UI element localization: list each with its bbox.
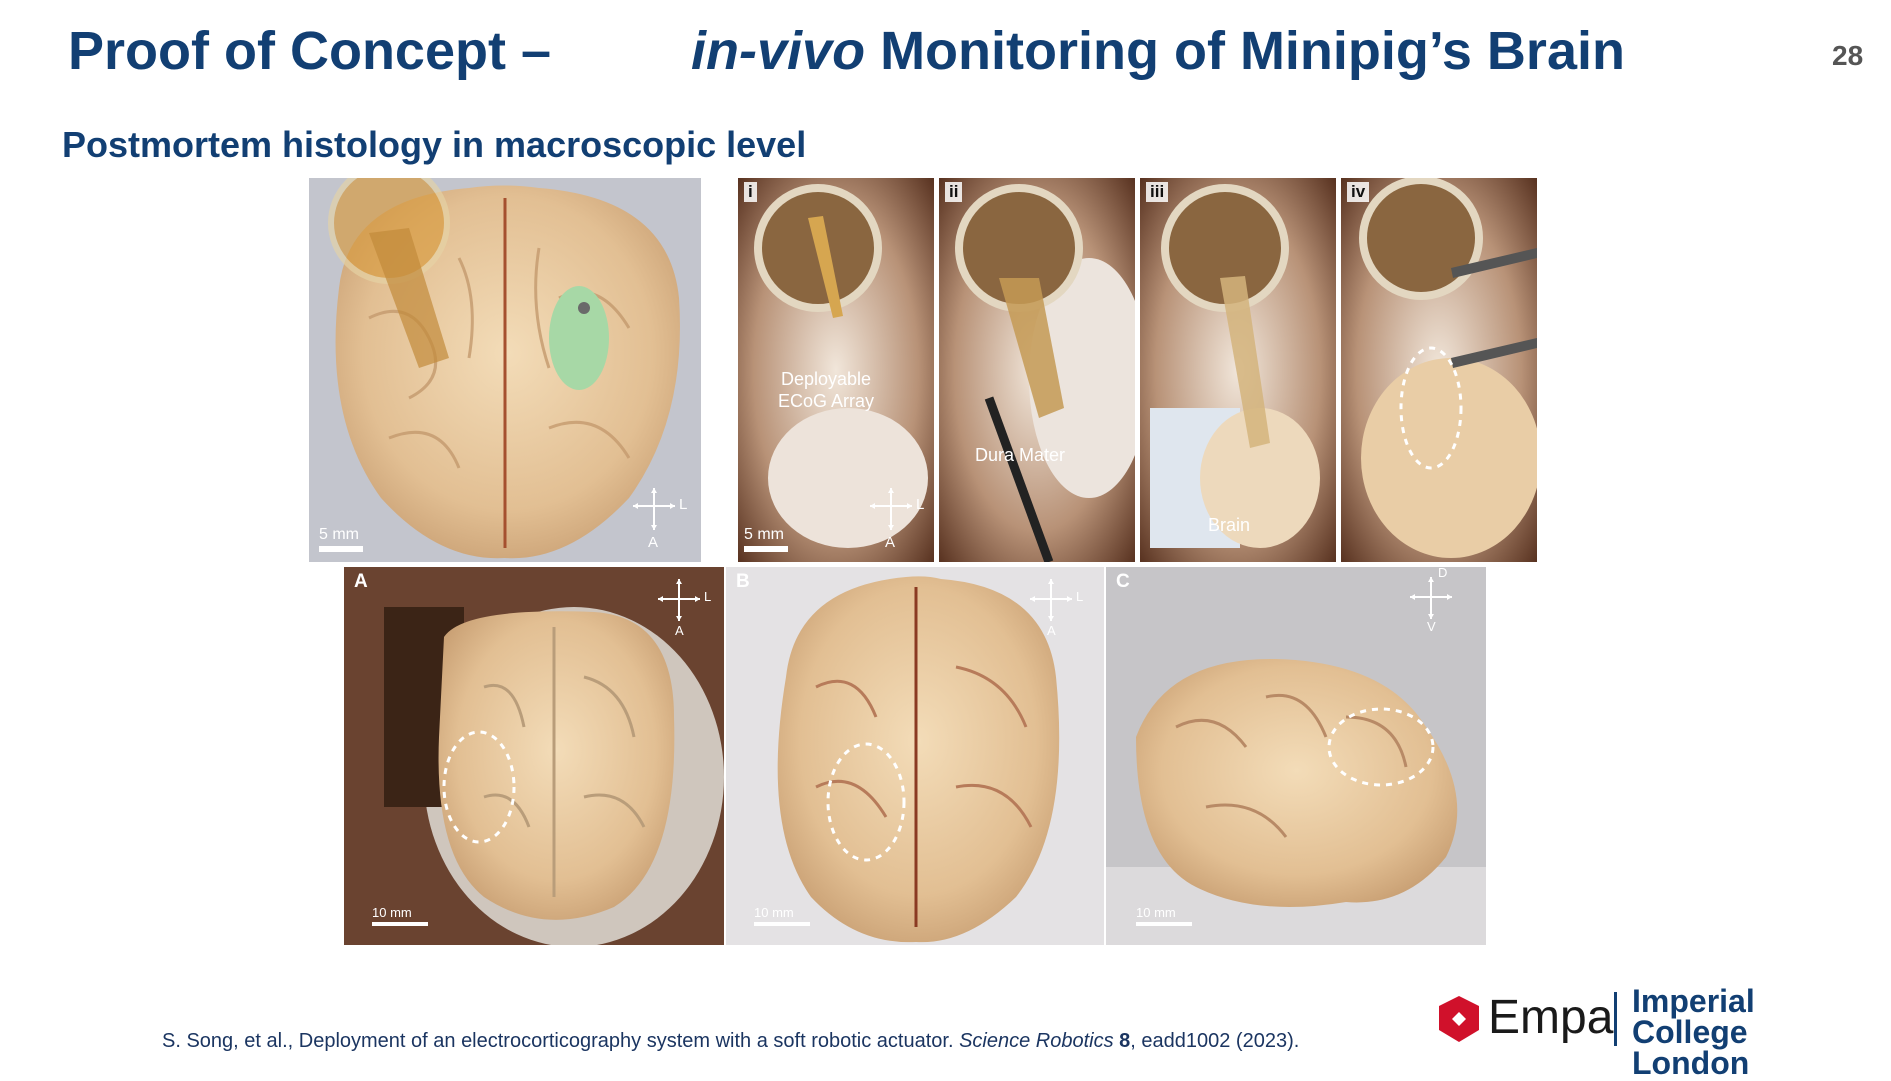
- step-panel-i: i Deployable ECoG Array 5 mm L A: [738, 178, 934, 562]
- overview-scale-label: 5 mm: [319, 526, 359, 543]
- panel-c-photo: [1106, 567, 1486, 945]
- title-rest: Monitoring of Minipig’s Brain: [865, 21, 1625, 81]
- overview-panel: 5 mm L A: [309, 178, 701, 562]
- bottom-panel-b: B 10 mm L A: [726, 567, 1104, 945]
- panel-b-photo: [726, 567, 1104, 945]
- panel-c-scale-label: 10 mm: [1136, 905, 1176, 920]
- panel-a-scale-label: 10 mm: [372, 905, 412, 920]
- citation: S. Song, et al., Deployment of an electr…: [162, 1030, 1299, 1053]
- overview-compass-right: L: [679, 496, 688, 513]
- imperial-logo-line2: London: [1632, 1045, 1750, 1081]
- step-i-compass: L A: [866, 486, 926, 552]
- step-iv-photo: [1341, 178, 1537, 562]
- panel-b-label: B: [736, 571, 750, 592]
- overview-brain-photo: [309, 178, 701, 562]
- panel-b-scale-label: 10 mm: [754, 905, 794, 920]
- panel-c-label: C: [1116, 571, 1130, 592]
- panel-a-compass: L A: [654, 573, 714, 639]
- step-i-compass-bottom: A: [885, 534, 896, 551]
- panel-a-photo: [344, 567, 724, 945]
- step-i-scale-bar: 5 mm: [744, 526, 788, 552]
- slide-subtitle: Postmortem histology in macroscopic leve…: [62, 124, 807, 165]
- panel-c-scale-line: [1136, 922, 1192, 926]
- panel-b-compass-bottom: A: [1047, 623, 1056, 638]
- overview-compass: L A: [629, 486, 689, 552]
- step-i-compass-right: L: [916, 496, 925, 513]
- step-i-scale-line: [744, 546, 788, 552]
- step-panel-iii: iii Brain: [1140, 178, 1336, 562]
- citation-rest: , eadd1002 (2023).: [1130, 1030, 1300, 1052]
- citation-authors: S. Song, et al., Deployment of an electr…: [162, 1030, 960, 1052]
- citation-volume: 8: [1119, 1030, 1131, 1052]
- empa-logo-text: Empa: [1488, 991, 1614, 1044]
- panel-b-compass: L A: [1026, 573, 1086, 639]
- imperial-logo-line1: Imperial College: [1632, 983, 1755, 1050]
- imperial-logo: Imperial College London: [1632, 983, 1856, 1081]
- overview-compass-bottom: A: [648, 534, 659, 551]
- step-ii-callout: Dura Mater: [975, 445, 1066, 465]
- citation-journal: Science Robotics: [959, 1030, 1114, 1052]
- title-prefix: Proof of Concept –: [68, 21, 551, 81]
- step-i-photo: [738, 178, 934, 562]
- panel-c-compass: D V: [1406, 567, 1466, 634]
- step-iii-photo: [1140, 178, 1336, 562]
- panel-c-compass-top: D: [1438, 567, 1448, 580]
- panel-b-compass-right: L: [1076, 589, 1084, 604]
- title-italic: in-vivo: [691, 21, 866, 81]
- panel-c-compass-bottom: V: [1427, 619, 1436, 634]
- page-number: 28: [1832, 40, 1864, 71]
- panel-c-scale-bar: 10 mm: [1136, 905, 1192, 926]
- logo-separator: [1614, 992, 1617, 1046]
- panel-b-scale-line: [754, 922, 810, 926]
- step-iii-label: iii: [1146, 182, 1169, 202]
- step-i-scale-label: 5 mm: [744, 526, 784, 543]
- bottom-panel-a: A 10 mm L A: [344, 567, 724, 945]
- empa-logo-icon: [1439, 996, 1479, 1042]
- panel-a-compass-right: L: [704, 589, 712, 604]
- step-iv-label: iv: [1347, 182, 1370, 202]
- slide-title: Proof of Concept – in-vivo Monitoring of…: [68, 20, 1625, 82]
- overview-scale-bar: 5 mm: [319, 526, 363, 552]
- panel-a-compass-bottom: A: [675, 623, 684, 638]
- step-iii-callout: Brain: [1208, 515, 1251, 535]
- panel-a-scale-line: [372, 922, 428, 926]
- panel-a-label: A: [354, 571, 368, 592]
- step-ii-photo: [939, 178, 1135, 562]
- logo-area: Empa Imperial College London: [1436, 985, 1856, 1079]
- step-panel-iv: iv: [1341, 178, 1537, 562]
- step-panel-ii: ii Dura Mater: [939, 178, 1135, 562]
- panel-a-scale-bar: 10 mm: [372, 905, 428, 926]
- bottom-panel-c: C 10 mm D V: [1106, 567, 1486, 945]
- panel-b-scale-bar: 10 mm: [754, 905, 810, 926]
- step-i-label: i: [744, 182, 757, 202]
- step-i-callout: Deployable ECoG Array: [778, 369, 875, 411]
- step-ii-label: ii: [945, 182, 963, 202]
- overview-scale-line: [319, 546, 363, 552]
